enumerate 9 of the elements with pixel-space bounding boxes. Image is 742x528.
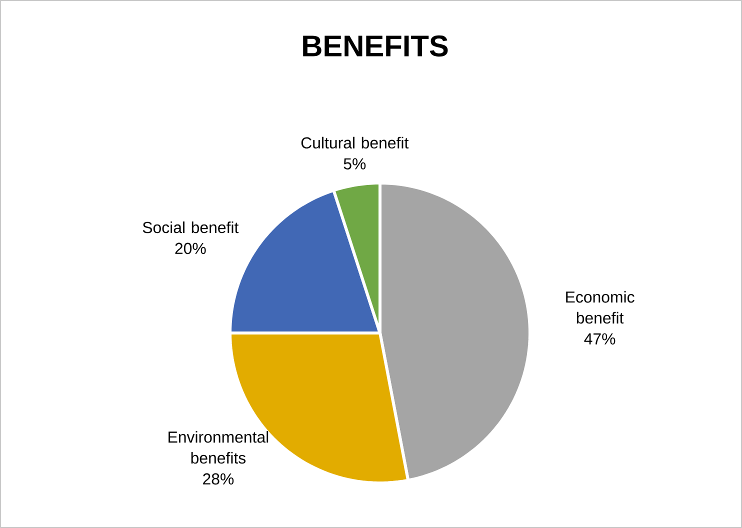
data-label: 5% — [344, 158, 366, 170]
slice-label: Cultural benefit — [301, 136, 409, 149]
slice-label: Economic benefit — [566, 291, 634, 324]
slice-label: Environmental benefits — [168, 431, 268, 464]
data-label: 28% — [203, 473, 234, 485]
chart-title: BENEFITS — [303, 35, 448, 57]
data-label: 47% — [584, 333, 616, 344]
slice-label: Social benefit — [142, 221, 239, 234]
data-label: 20% — [175, 242, 206, 254]
